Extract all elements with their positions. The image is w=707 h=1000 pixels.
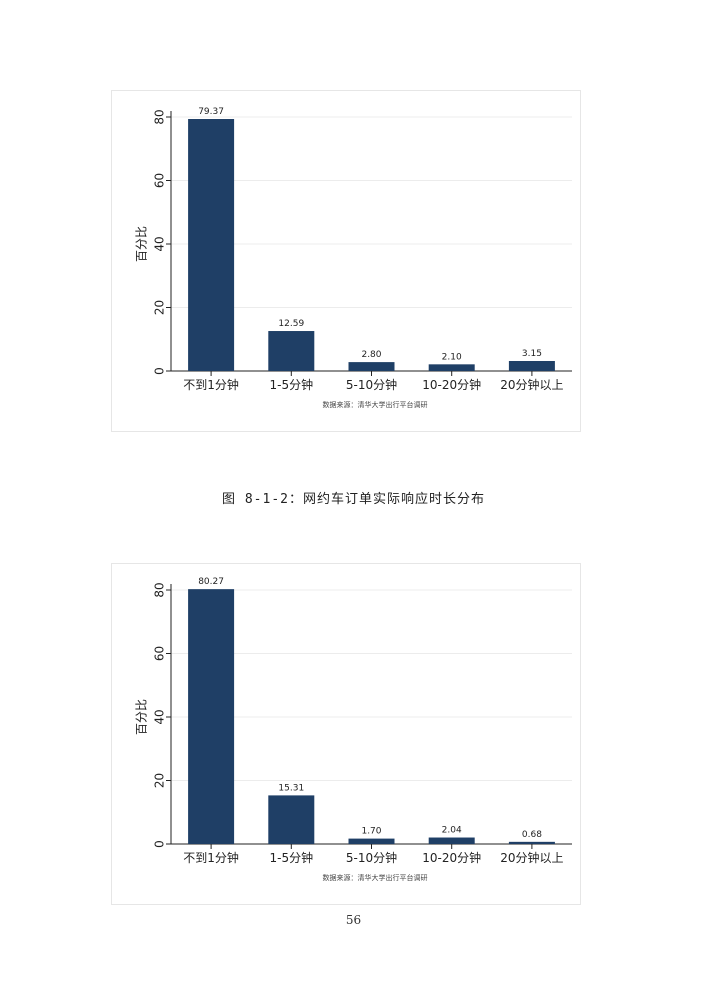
y-tick-label: 60	[153, 646, 167, 661]
source-note: 数据来源：清华大学出行平台调研	[323, 873, 428, 882]
bar	[348, 838, 395, 844]
x-category-label: 5-10分钟	[346, 377, 397, 392]
y-tick-label: 0	[153, 367, 167, 375]
y-tick-label: 20	[153, 773, 167, 788]
bar-value-label: 3.15	[522, 349, 542, 359]
bar	[428, 364, 475, 371]
bar	[348, 362, 395, 371]
chart-2-svg: 0 20 40 60 80 百分比 80.27 不到1分钟 15.31 1-5分钟 1.70 5-10…	[135, 577, 572, 882]
x-category-label: 1-5分钟	[269, 377, 313, 392]
chart-1-svg: 0 20 40 60 80 百分比 79.37 不到1分钟 12.59 1-5分钟 2.80 5-10…	[135, 107, 572, 409]
bar-value-label: 1.70	[361, 827, 381, 837]
bar	[508, 841, 555, 844]
bar-value-label: 15.31	[278, 783, 304, 793]
page-number: 56	[345, 913, 362, 927]
bar	[188, 119, 235, 372]
y-axis-title: 百分比	[135, 226, 149, 262]
bar-value-label: 79.37	[198, 107, 224, 117]
bar	[268, 795, 315, 844]
bar	[508, 360, 555, 371]
bar	[188, 589, 235, 844]
y-axis-title: 百分比	[135, 699, 149, 735]
bar-value-label: 0.68	[522, 830, 542, 840]
y-tick-label: 60	[153, 173, 167, 188]
y-tick-label: 80	[153, 109, 167, 124]
x-category-label: 1-5分钟	[269, 850, 313, 865]
x-category-label: 5-10分钟	[346, 850, 397, 865]
bar-value-label: 12.59	[278, 319, 304, 329]
y-tick-label: 40	[153, 709, 167, 724]
bar-value-label: 2.04	[442, 826, 462, 836]
y-tick-label: 20	[153, 300, 167, 315]
x-category-label: 10-20分钟	[422, 850, 481, 865]
y-tick-label: 40	[153, 236, 167, 251]
bar-value-label: 2.10	[442, 352, 462, 362]
y-tick-label: 80	[153, 582, 167, 597]
x-category-label: 10-20分钟	[422, 377, 481, 392]
x-category-label: 不到1分钟	[183, 850, 239, 865]
source-note: 数据来源：清华大学出行平台调研	[323, 400, 428, 409]
x-category-label: 20分钟以上	[500, 377, 563, 392]
bar-value-label: 80.27	[198, 577, 224, 587]
chart-1: 0 20 40 60 80 百分比 79.37 不到1分钟 12.59 1-5分钟 2.80 5-10…	[111, 90, 581, 432]
bar	[268, 331, 315, 371]
x-category-label: 20分钟以上	[500, 850, 563, 865]
figure-caption: 图 8-1-2：网约车订单实际响应时长分布	[222, 492, 485, 507]
y-tick-label: 0	[153, 840, 167, 848]
bar	[428, 837, 475, 844]
chart-2: 0 20 40 60 80 百分比 80.27 不到1分钟 15.31 1-5分钟 1.70 5-10…	[111, 563, 581, 905]
x-category-label: 不到1分钟	[183, 377, 239, 392]
bar-value-label: 2.80	[361, 350, 381, 360]
